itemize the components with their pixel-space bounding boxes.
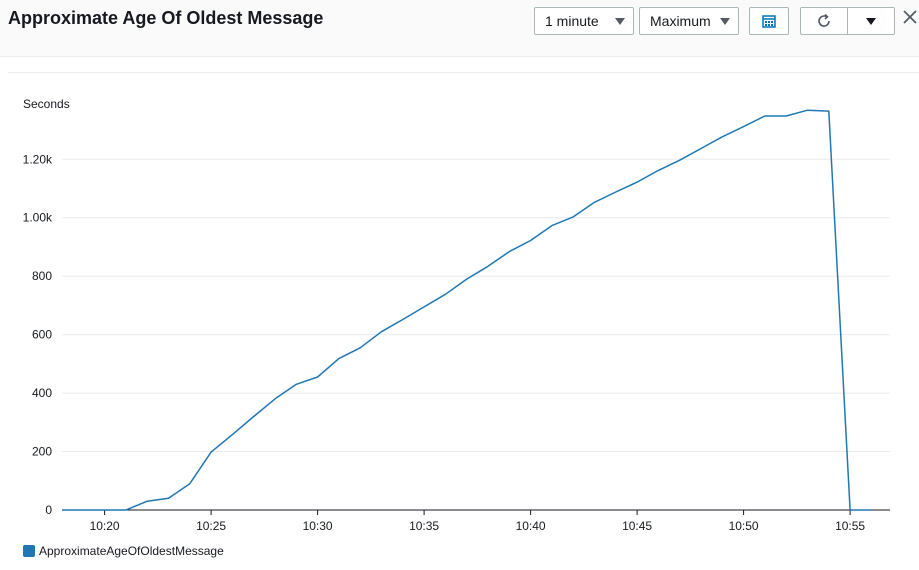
data-point[interactable] — [356, 344, 364, 352]
y-tick-label: 800 — [32, 269, 52, 283]
calendar-button[interactable] — [749, 7, 789, 35]
series-line — [62, 109, 872, 511]
data-point[interactable] — [378, 328, 386, 336]
data-point[interactable] — [165, 494, 173, 502]
data-point[interactable] — [633, 178, 641, 186]
y-tick-label: 400 — [32, 386, 52, 400]
data-point[interactable] — [58, 506, 66, 514]
y-tick-label: 1.00k — [23, 211, 53, 225]
data-point[interactable] — [186, 480, 194, 488]
data-point[interactable] — [718, 133, 726, 141]
widget-header: Approximate Age Of Oldest Message 1 minu… — [0, 0, 919, 57]
data-point[interactable] — [314, 373, 322, 381]
y-tick-label: 1.20k — [23, 152, 53, 166]
data-point[interactable] — [441, 290, 449, 298]
data-point[interactable] — [250, 412, 258, 420]
x-tick-label: 10:50 — [729, 519, 759, 533]
statistic-select-value: Maximum — [650, 13, 711, 29]
header-divider — [8, 72, 919, 73]
widget-title: Approximate Age Of Oldest Message — [8, 8, 324, 28]
caret-down-icon — [866, 17, 876, 25]
chart-legend[interactable]: ApproximateAgeOfOldestMessage — [23, 544, 224, 558]
data-point[interactable] — [591, 198, 599, 206]
data-point[interactable] — [505, 248, 513, 256]
x-tick-label: 10:55 — [835, 519, 865, 533]
data-point[interactable] — [207, 448, 215, 456]
data-point[interactable] — [101, 506, 109, 514]
chevron-down-icon — [615, 18, 625, 25]
data-point[interactable] — [761, 112, 769, 120]
y-axis-label: Seconds — [23, 97, 70, 111]
close-button[interactable] — [901, 6, 919, 28]
data-point[interactable] — [292, 380, 300, 388]
data-point[interactable] — [271, 395, 279, 403]
data-point[interactable] — [846, 506, 854, 514]
data-point[interactable] — [484, 262, 492, 270]
x-tick-label: 10:40 — [516, 519, 546, 533]
data-point[interactable] — [122, 506, 130, 514]
y-tick-label: 600 — [32, 328, 52, 342]
chevron-down-icon — [720, 18, 730, 25]
y-tick-label: 200 — [32, 445, 52, 459]
data-point[interactable] — [867, 506, 875, 514]
data-point[interactable] — [612, 188, 620, 196]
data-point[interactable] — [228, 431, 236, 439]
data-point[interactable] — [143, 497, 151, 505]
refresh-icon — [818, 13, 830, 27]
data-point[interactable] — [654, 166, 662, 174]
data-point[interactable] — [825, 107, 833, 115]
calendar-icon — [762, 15, 776, 28]
legend-label: ApproximateAgeOfOldestMessage — [39, 544, 224, 558]
legend-swatch — [23, 545, 35, 557]
data-point[interactable] — [804, 106, 812, 114]
data-point[interactable] — [548, 222, 556, 230]
data-point[interactable] — [335, 355, 343, 363]
refresh-options-button[interactable] — [847, 7, 895, 35]
x-tick-label: 10:25 — [196, 519, 226, 533]
x-tick-label: 10:45 — [622, 519, 652, 533]
x-tick-label: 10:35 — [409, 519, 439, 533]
x-tick-label: 10:30 — [303, 519, 333, 533]
statistic-select[interactable]: Maximum — [639, 7, 739, 35]
data-point[interactable] — [676, 156, 684, 164]
x-tick-label: 10:20 — [90, 519, 120, 533]
data-point[interactable] — [399, 315, 407, 323]
data-point[interactable] — [697, 144, 705, 152]
close-icon — [903, 10, 917, 24]
data-point[interactable] — [420, 303, 428, 311]
period-select-value: 1 minute — [545, 13, 599, 29]
period-select[interactable]: 1 minute — [534, 7, 634, 35]
data-point[interactable] — [463, 275, 471, 283]
y-tick-label: 0 — [45, 503, 52, 517]
data-point[interactable] — [79, 506, 87, 514]
data-point[interactable] — [569, 213, 577, 221]
refresh-button[interactable] — [800, 7, 848, 35]
data-point[interactable] — [527, 237, 535, 245]
data-point[interactable] — [782, 112, 790, 120]
data-point[interactable] — [740, 123, 748, 131]
